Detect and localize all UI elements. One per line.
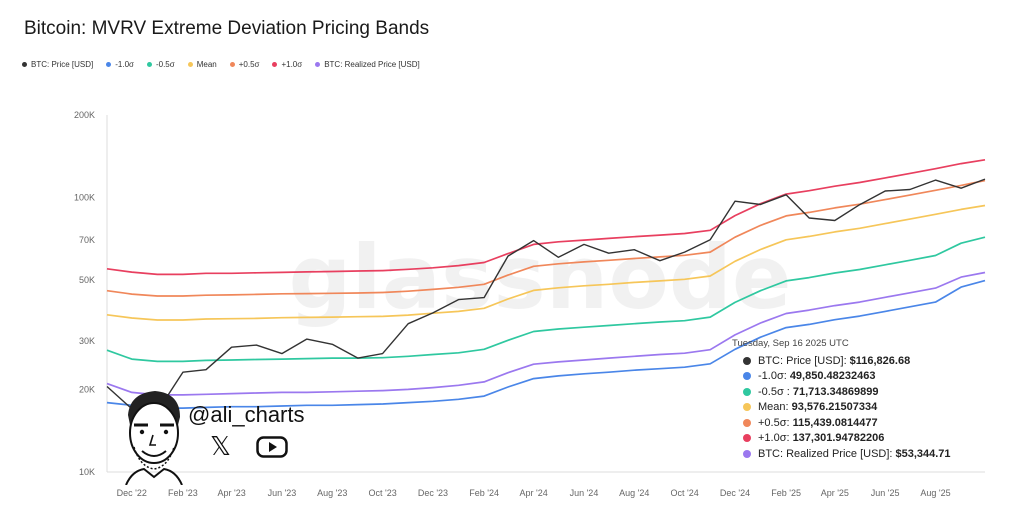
tooltip-value-plus-0-5-sigma: 115,439.0814477 (792, 416, 878, 429)
tooltip-row-minus-0-5-sigma: -0.5σ :71,713.34869899 (732, 384, 951, 400)
x-tick-label-dec-23: Dec '23 (418, 488, 448, 498)
x-tick-label-apr-25: Apr '25 (821, 488, 849, 498)
tooltip-dot-minus-1-sigma (743, 372, 751, 381)
x-tick-label-dec-22: Dec '22 (117, 488, 147, 498)
x-tick-label-jun-24: Jun '24 (570, 488, 599, 498)
legend-label-mean: Mean (196, 60, 217, 69)
legend-item-realized-price[interactable]: BTC: Realized Price [USD] (315, 60, 420, 69)
series-line-0-5[interactable] (106, 179, 986, 297)
legend-label-minus-1-sigma: -1.0σ (115, 60, 134, 69)
tooltip-label-btc-price: BTC: Price [USD]: (758, 354, 847, 367)
legend-label-btc-price: BTC: Price [USD] (31, 60, 94, 69)
x-tick-label-feb-24: Feb '24 (469, 488, 499, 498)
y-tick-label-50k: 50K (79, 275, 95, 285)
youtube-icon[interactable] (256, 436, 288, 458)
y-tick-label-20k: 20K (79, 384, 95, 394)
x-tick-label-aug-23: Aug '23 (317, 488, 347, 498)
chart-title: Bitcoin: MVRV Extreme Deviation Pricing … (24, 18, 430, 39)
tooltip-value-mean: 93,576.21507334 (791, 401, 878, 414)
tooltip-value-btc-price: $116,826.68 (849, 354, 911, 367)
series-layer (106, 158, 986, 413)
legend-item-btc-price[interactable]: BTC: Price [USD] (22, 60, 93, 69)
x-tick-label-aug-24: Aug '24 (619, 488, 649, 498)
tooltip-label-plus-0-5-sigma: +0.5σ: (758, 416, 790, 429)
x-tick-label-apr-24: Apr '24 (519, 488, 547, 498)
legend-label-plus-0-5-sigma: +0.5σ (238, 60, 260, 69)
tooltip-value-minus-1-sigma: 49,850.48232463 (789, 370, 876, 383)
tooltip-label-minus-0-5-sigma: -0.5σ : (758, 385, 790, 398)
tooltip-row-plus-0-5-sigma: +0.5σ: 115,439.0814477 (732, 415, 951, 431)
y-axis-ticks: 10K 20K 30K 50K 70K 100K 200K (74, 110, 95, 477)
tooltip-label-minus-1-sigma: -1.0σ: (758, 370, 787, 383)
x-tick-label-oct-24: Oct '24 (671, 488, 699, 498)
legend-dot-mean (187, 62, 193, 67)
tooltip-dot-minus-0-5-sigma (743, 387, 751, 396)
x-axis-ticks: Dec '22 Feb '23 Apr '23 Jun '23 Aug '23 Oct '… (117, 488, 951, 498)
tooltip-value-plus-1-sigma: 137,301.94782206 (792, 432, 885, 445)
x-tick-label-jun-25: Jun '25 (871, 488, 900, 498)
caricature-avatar-icon (125, 391, 183, 485)
legend-dot-minus-0-5-sigma (146, 62, 152, 67)
series-line-1-0[interactable] (106, 158, 986, 276)
legend-label-minus-0-5-sigma: -0.5σ (155, 60, 175, 69)
tooltip-row-btc-price: BTC: Price [USD]: $116,826.68 (732, 353, 951, 369)
series-line-0-5[interactable] (106, 236, 986, 363)
legend-label-realized-price: BTC: Realized Price [USD] (324, 60, 420, 69)
tooltip-label-realized-price: BTC: Realized Price [USD]: (758, 447, 893, 460)
social-handle: @ali_charts (188, 402, 305, 427)
legend-item-minus-1-sigma[interactable]: -1.0σ (106, 60, 134, 69)
tooltip-row-plus-1-sigma: +1.0σ: 137,301.94782206 (732, 431, 951, 447)
legend-item-plus-0-5-sigma[interactable]: +0.5σ (229, 60, 260, 69)
legend-item-minus-0-5-sigma[interactable]: -0.5σ (146, 60, 175, 69)
tooltip-date: Tuesday, Sep 16 2025 UTC (732, 338, 849, 349)
x-tick-label-feb-25: Feb '25 (771, 488, 801, 498)
x-logo-icon[interactable]: 𝕏 (210, 431, 231, 461)
legend-dot-realized-price (315, 62, 321, 67)
x-tick-label-jun-23: Jun '23 (268, 488, 297, 498)
series-line-mean[interactable] (106, 204, 986, 321)
tooltip-value-minus-0-5-sigma: 71,713.34869899 (792, 385, 879, 398)
chart-legend: BTC: Price [USD] -1.0σ -0.5σ Mean +0.5σ … (22, 60, 420, 69)
x-tick-label-oct-23: Oct '23 (368, 488, 396, 498)
legend-item-plus-1-sigma[interactable]: +1.0σ (272, 60, 302, 69)
x-tick-label-dec-24: Dec '24 (720, 488, 750, 498)
legend-dot-plus-1-sigma (272, 62, 278, 67)
y-tick-label-200k: 200K (74, 110, 95, 120)
tooltip-row-realized-price: BTC: Realized Price [USD]: $53,344.71 (732, 446, 951, 462)
tooltip-dot-plus-0-5-sigma (743, 418, 751, 427)
tooltip-dot-plus-1-sigma (743, 434, 751, 443)
x-tick-label-feb-23: Feb '23 (168, 488, 198, 498)
series-line-btc-price-usd[interactable] (106, 178, 986, 413)
x-tick-label-aug-25: Aug '25 (920, 488, 950, 498)
y-tick-label-100k: 100K (74, 193, 95, 203)
y-tick-label-70k: 70K (79, 235, 95, 245)
tooltip-value-realized-price: $53,344.71 (895, 447, 951, 460)
series-line-1-0[interactable] (106, 279, 986, 409)
tooltip-label-plus-1-sigma: +1.0σ: (758, 432, 790, 445)
legend-dot-btc-price (22, 62, 27, 67)
series-line-btc-realized-price-usd[interactable] (106, 271, 986, 396)
tooltip-row-mean: Mean: 93,576.21507334 (732, 400, 951, 416)
legend-dot-plus-0-5-sigma (229, 62, 235, 67)
legend-label-plus-1-sigma: +1.0σ (281, 60, 303, 69)
tooltip-row-minus-1-sigma: -1.0σ: 49,850.48232463 (732, 369, 951, 385)
x-tick-label-apr-23: Apr '23 (217, 488, 245, 498)
y-tick-label-10k: 10K (79, 467, 95, 477)
tooltip-dot-mean (743, 403, 751, 412)
legend-dot-minus-1-sigma (106, 62, 112, 67)
hover-tooltip: Tuesday, Sep 16 2025 UTC BTC: Price [USD… (732, 338, 951, 462)
y-tick-label-30k: 30K (79, 336, 95, 346)
tooltip-label-mean: Mean: (758, 401, 789, 414)
legend-item-mean[interactable]: Mean (187, 60, 217, 69)
tooltip-dot-realized-price (743, 449, 751, 458)
tooltip-dot-btc-price (743, 356, 751, 365)
